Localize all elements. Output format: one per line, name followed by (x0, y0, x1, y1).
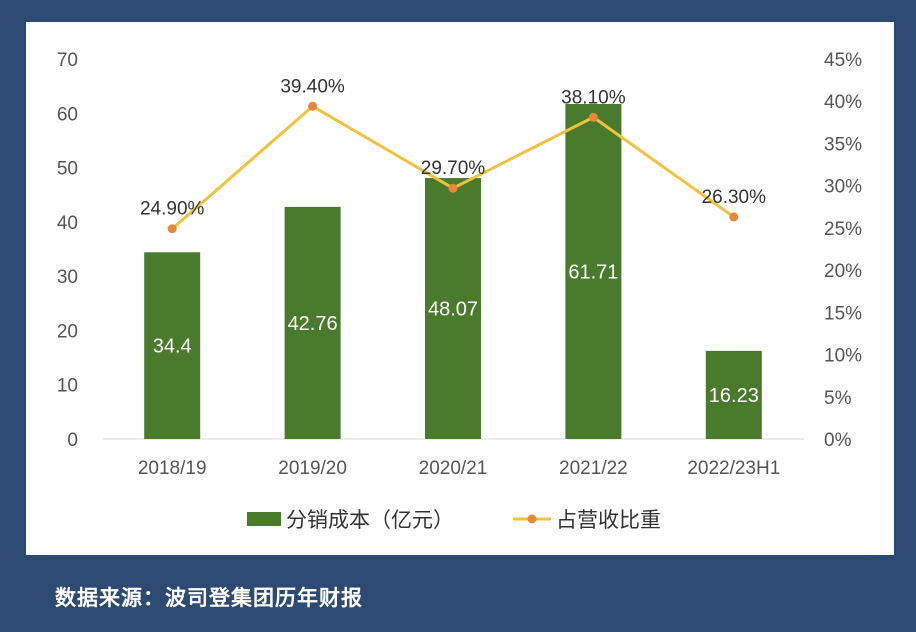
y-right-tick-label: 25% (824, 219, 862, 240)
y-right-tick-label: 45% (824, 50, 862, 71)
bar (425, 178, 481, 439)
x-tick-label: 2022/23H1 (687, 458, 780, 479)
x-tick-label: 2018/19 (138, 458, 207, 479)
y-left-tick-label: 60 (57, 104, 78, 125)
y-left-tick-label: 10 (57, 376, 78, 397)
line-value-label: 29.70% (421, 158, 486, 179)
legend-swatch-bar (247, 512, 281, 526)
bar (284, 206, 341, 439)
x-tick-label: 2019/20 (278, 458, 347, 479)
y-left-tick-label: 20 (57, 321, 78, 342)
bar-value-label: 48.07 (428, 299, 478, 321)
y-right-tick-label: 15% (824, 303, 862, 324)
legend-label-bar: 分销成本（亿元） (286, 508, 454, 532)
chart-panel: 0 10 20 30 40 50 60 70 0% 5% 10% 15% 20% 25% 30% 35% 40%… (26, 22, 894, 555)
y-right-tick-label: 20% (824, 261, 862, 282)
y-right-tick-label: 40% (824, 92, 862, 113)
bar-value-label: 34.4 (153, 336, 192, 358)
bar-value-label: 42.76 (288, 313, 338, 335)
y-right-tick-label: 5% (824, 388, 852, 409)
legend-swatch-marker (527, 514, 537, 524)
x-tick-label: 2021/22 (559, 458, 628, 479)
line-value-label: 39.40% (280, 76, 345, 97)
y-left-tick-label: 40 (57, 213, 78, 234)
y-right-tick-label: 35% (824, 134, 862, 155)
line-value-label: 38.10% (561, 87, 626, 108)
bar (565, 104, 622, 439)
y-left-tick-label: 70 (57, 50, 78, 71)
y-left-tick-label: 30 (57, 267, 78, 288)
y-right-tick-label: 10% (824, 346, 862, 367)
y-right-tick-label: 30% (824, 177, 862, 198)
y-left-tick-label: 0 (67, 430, 78, 451)
line-marker (167, 224, 177, 234)
chart: 0 10 20 30 40 50 60 70 0% 5% 10% 15% 20% 25% 30% 35% 40%… (57, 50, 862, 532)
y-right-tick-label: 0% (824, 430, 852, 451)
line-marker (729, 212, 739, 222)
line-marker (448, 183, 458, 193)
x-tick-label: 2020/21 (419, 458, 488, 479)
line-marker (308, 101, 318, 111)
bar-value-label: 61.71 (568, 262, 618, 284)
source-note: 数据来源：波司登集团历年财报 (55, 586, 363, 610)
line-value-label: 24.90% (140, 199, 205, 220)
line-value-label: 26.30% (702, 187, 767, 208)
bar (144, 252, 201, 439)
bar (705, 350, 762, 439)
bar-value-label: 16.23 (709, 385, 759, 407)
line-marker (588, 112, 598, 122)
y-left-tick-label: 50 (57, 159, 78, 180)
legend-label-line: 占营收比重 (556, 508, 661, 532)
